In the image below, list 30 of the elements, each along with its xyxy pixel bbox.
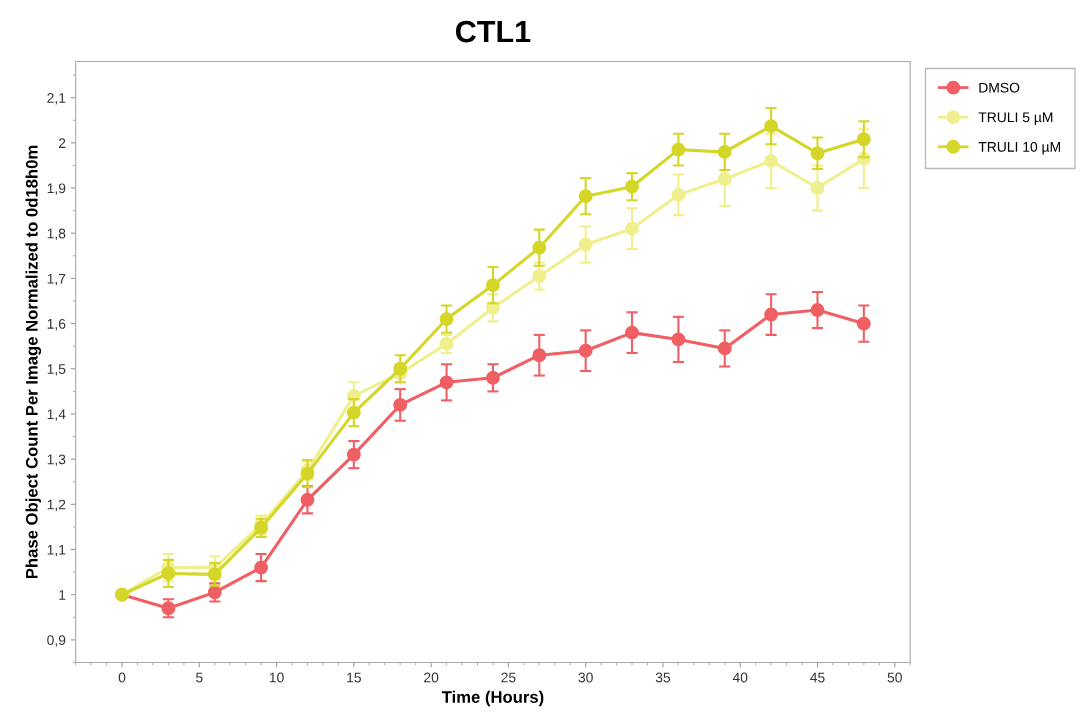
- x-tick-label: 50: [887, 672, 902, 683]
- chart-title: CTL1: [456, 20, 531, 43]
- x-tick-label: 5: [196, 672, 203, 683]
- x-tick-label: 25: [501, 672, 516, 683]
- y-tick-label: 1: [59, 590, 66, 600]
- y-tick-label: 2,1: [47, 93, 66, 105]
- legend-label: TRULI 10 µM: [978, 141, 1060, 155]
- y-axis-title: Phase Object Count Per Image Normalized to 0d18h0m: [25, 145, 42, 579]
- x-tick-label: 30: [578, 672, 593, 683]
- x-tick-label: 10: [269, 672, 284, 683]
- x-axis-title: Time (Hours): [441, 690, 544, 707]
- legend-label: TRULI 5 µM: [978, 112, 1053, 125]
- x-tick-label: 45: [810, 672, 825, 683]
- x-tick-label: 0: [118, 672, 126, 683]
- y-tick-label: 1,7: [47, 273, 66, 286]
- y-tick-label: 1,8: [47, 228, 66, 241]
- legend-label: DMSO: [979, 82, 1020, 93]
- y-tick-label: 1,1: [47, 544, 66, 557]
- y-tick-label: 2: [58, 138, 66, 148]
- y-tick-label: 1,6: [47, 318, 66, 331]
- y-tick-label: 1,2: [47, 499, 66, 512]
- y-tick-label: 1,9: [47, 183, 66, 195]
- y-tick-label: 1,4: [47, 409, 66, 421]
- x-tick-label: 35: [655, 672, 671, 683]
- x-tick-label: 40: [732, 672, 748, 683]
- y-tick-label: 1,5: [47, 364, 66, 376]
- y-tick-label: 1,3: [47, 454, 66, 466]
- y-tick-label: 0,9: [47, 635, 66, 647]
- x-tick-label: 15: [347, 672, 361, 683]
- x-tick-label: 20: [424, 672, 439, 683]
